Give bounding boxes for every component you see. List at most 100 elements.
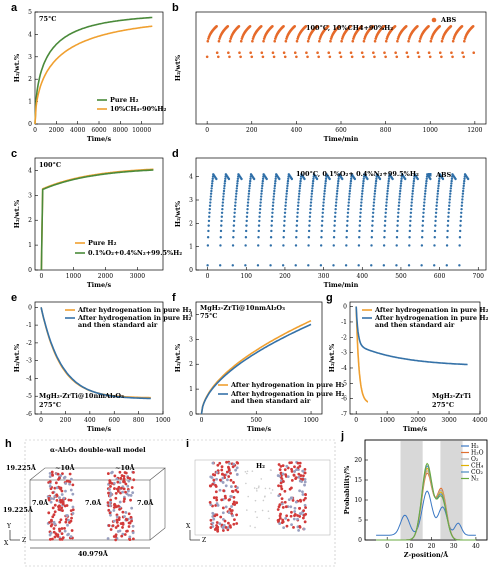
- atom: [56, 533, 60, 537]
- atom: [298, 498, 302, 502]
- legend-entry: After hydrogenation in pure H₂: [230, 390, 344, 398]
- data-point: [423, 192, 427, 195]
- data-point: [403, 177, 407, 181]
- data-point: [205, 55, 209, 59]
- data-point: [347, 201, 350, 204]
- data-point: [262, 39, 265, 43]
- atom: [50, 518, 53, 522]
- data-point: [445, 244, 449, 247]
- data-point: [359, 211, 362, 214]
- data-point: [386, 192, 389, 195]
- atom: [59, 500, 63, 504]
- data-point: [298, 189, 301, 193]
- atom: [229, 495, 233, 498]
- y-tick-label: 4: [28, 167, 32, 174]
- panel-letter: d: [172, 148, 179, 160]
- y-tick-label: 0: [28, 121, 32, 128]
- data-point: [459, 215, 463, 218]
- data-point: [428, 55, 432, 59]
- data-point: [362, 177, 365, 180]
- atom: [218, 461, 222, 465]
- atom: [64, 489, 67, 493]
- atom: [232, 481, 235, 484]
- data-point: [221, 204, 224, 207]
- data-point: [383, 229, 386, 233]
- data-point: [433, 244, 436, 247]
- data-point: [258, 207, 262, 211]
- data-point: [219, 229, 223, 233]
- x-tick-label: 700: [473, 273, 485, 280]
- data-point: [435, 198, 439, 201]
- y-tick-label: 15: [354, 477, 362, 484]
- atom: [121, 490, 124, 494]
- data-point: [306, 39, 310, 43]
- atom: [278, 468, 282, 472]
- data-point: [220, 215, 224, 218]
- atom: [296, 461, 300, 465]
- data-point: [461, 189, 465, 193]
- atom: [221, 511, 225, 515]
- data-point: [337, 179, 340, 183]
- data-point: [449, 192, 452, 195]
- atom: [116, 530, 120, 533]
- data-point: [322, 204, 325, 207]
- data-point: [435, 207, 438, 211]
- atom: [304, 506, 307, 510]
- data-point: [234, 201, 237, 204]
- x-tick-label: 4000: [70, 127, 85, 134]
- data-point: [235, 184, 239, 188]
- legend-entry: After hydrogenation in pure H₂: [77, 306, 191, 314]
- data-point: [458, 264, 461, 267]
- atom: [228, 524, 232, 527]
- data-point: [246, 207, 249, 211]
- h2-molecule: [251, 470, 254, 472]
- atom: [58, 537, 62, 541]
- atom: [278, 522, 282, 525]
- atom: [108, 479, 112, 482]
- data-point: [333, 224, 336, 227]
- data-point: [460, 204, 464, 207]
- data-point: [340, 39, 343, 43]
- data-point: [294, 264, 297, 267]
- atom: [69, 509, 73, 513]
- atom: [220, 465, 224, 469]
- data-point: [303, 177, 306, 181]
- data-point: [423, 198, 426, 201]
- data-point: [285, 195, 288, 198]
- data-point: [296, 211, 299, 214]
- data-point: [310, 192, 314, 195]
- atom: [225, 460, 228, 464]
- atom: [112, 509, 116, 512]
- atom: [106, 501, 110, 505]
- atom: [227, 521, 230, 525]
- data-point: [338, 24, 341, 28]
- data-point: [450, 182, 453, 185]
- data-point: [371, 215, 375, 218]
- atom: [116, 524, 120, 528]
- data-point: [295, 229, 298, 233]
- data-point: [259, 201, 262, 204]
- atom: [303, 471, 307, 475]
- data-point: [295, 219, 299, 223]
- atom: [124, 490, 127, 494]
- data-point: [409, 207, 413, 211]
- data-point: [208, 207, 211, 211]
- data-point: [433, 229, 437, 233]
- data-point: [420, 236, 424, 239]
- y-axis-label: H₂/wt%: [174, 200, 182, 227]
- data-point: [283, 224, 286, 227]
- y-axis-label: H₂/wt.%: [13, 199, 21, 228]
- data-point: [360, 195, 364, 198]
- panel-letter: j: [340, 430, 344, 442]
- y-tick-label: -1: [26, 322, 32, 329]
- data-point: [358, 236, 361, 239]
- atom: [64, 520, 68, 524]
- legend-entry: H₂: [471, 443, 479, 450]
- h2-molecule: [268, 517, 270, 520]
- data-point: [382, 264, 386, 267]
- data-point: [271, 211, 274, 214]
- atom: [67, 498, 71, 502]
- data-point: [438, 51, 442, 55]
- data-point: [348, 187, 352, 190]
- atom: [106, 472, 110, 475]
